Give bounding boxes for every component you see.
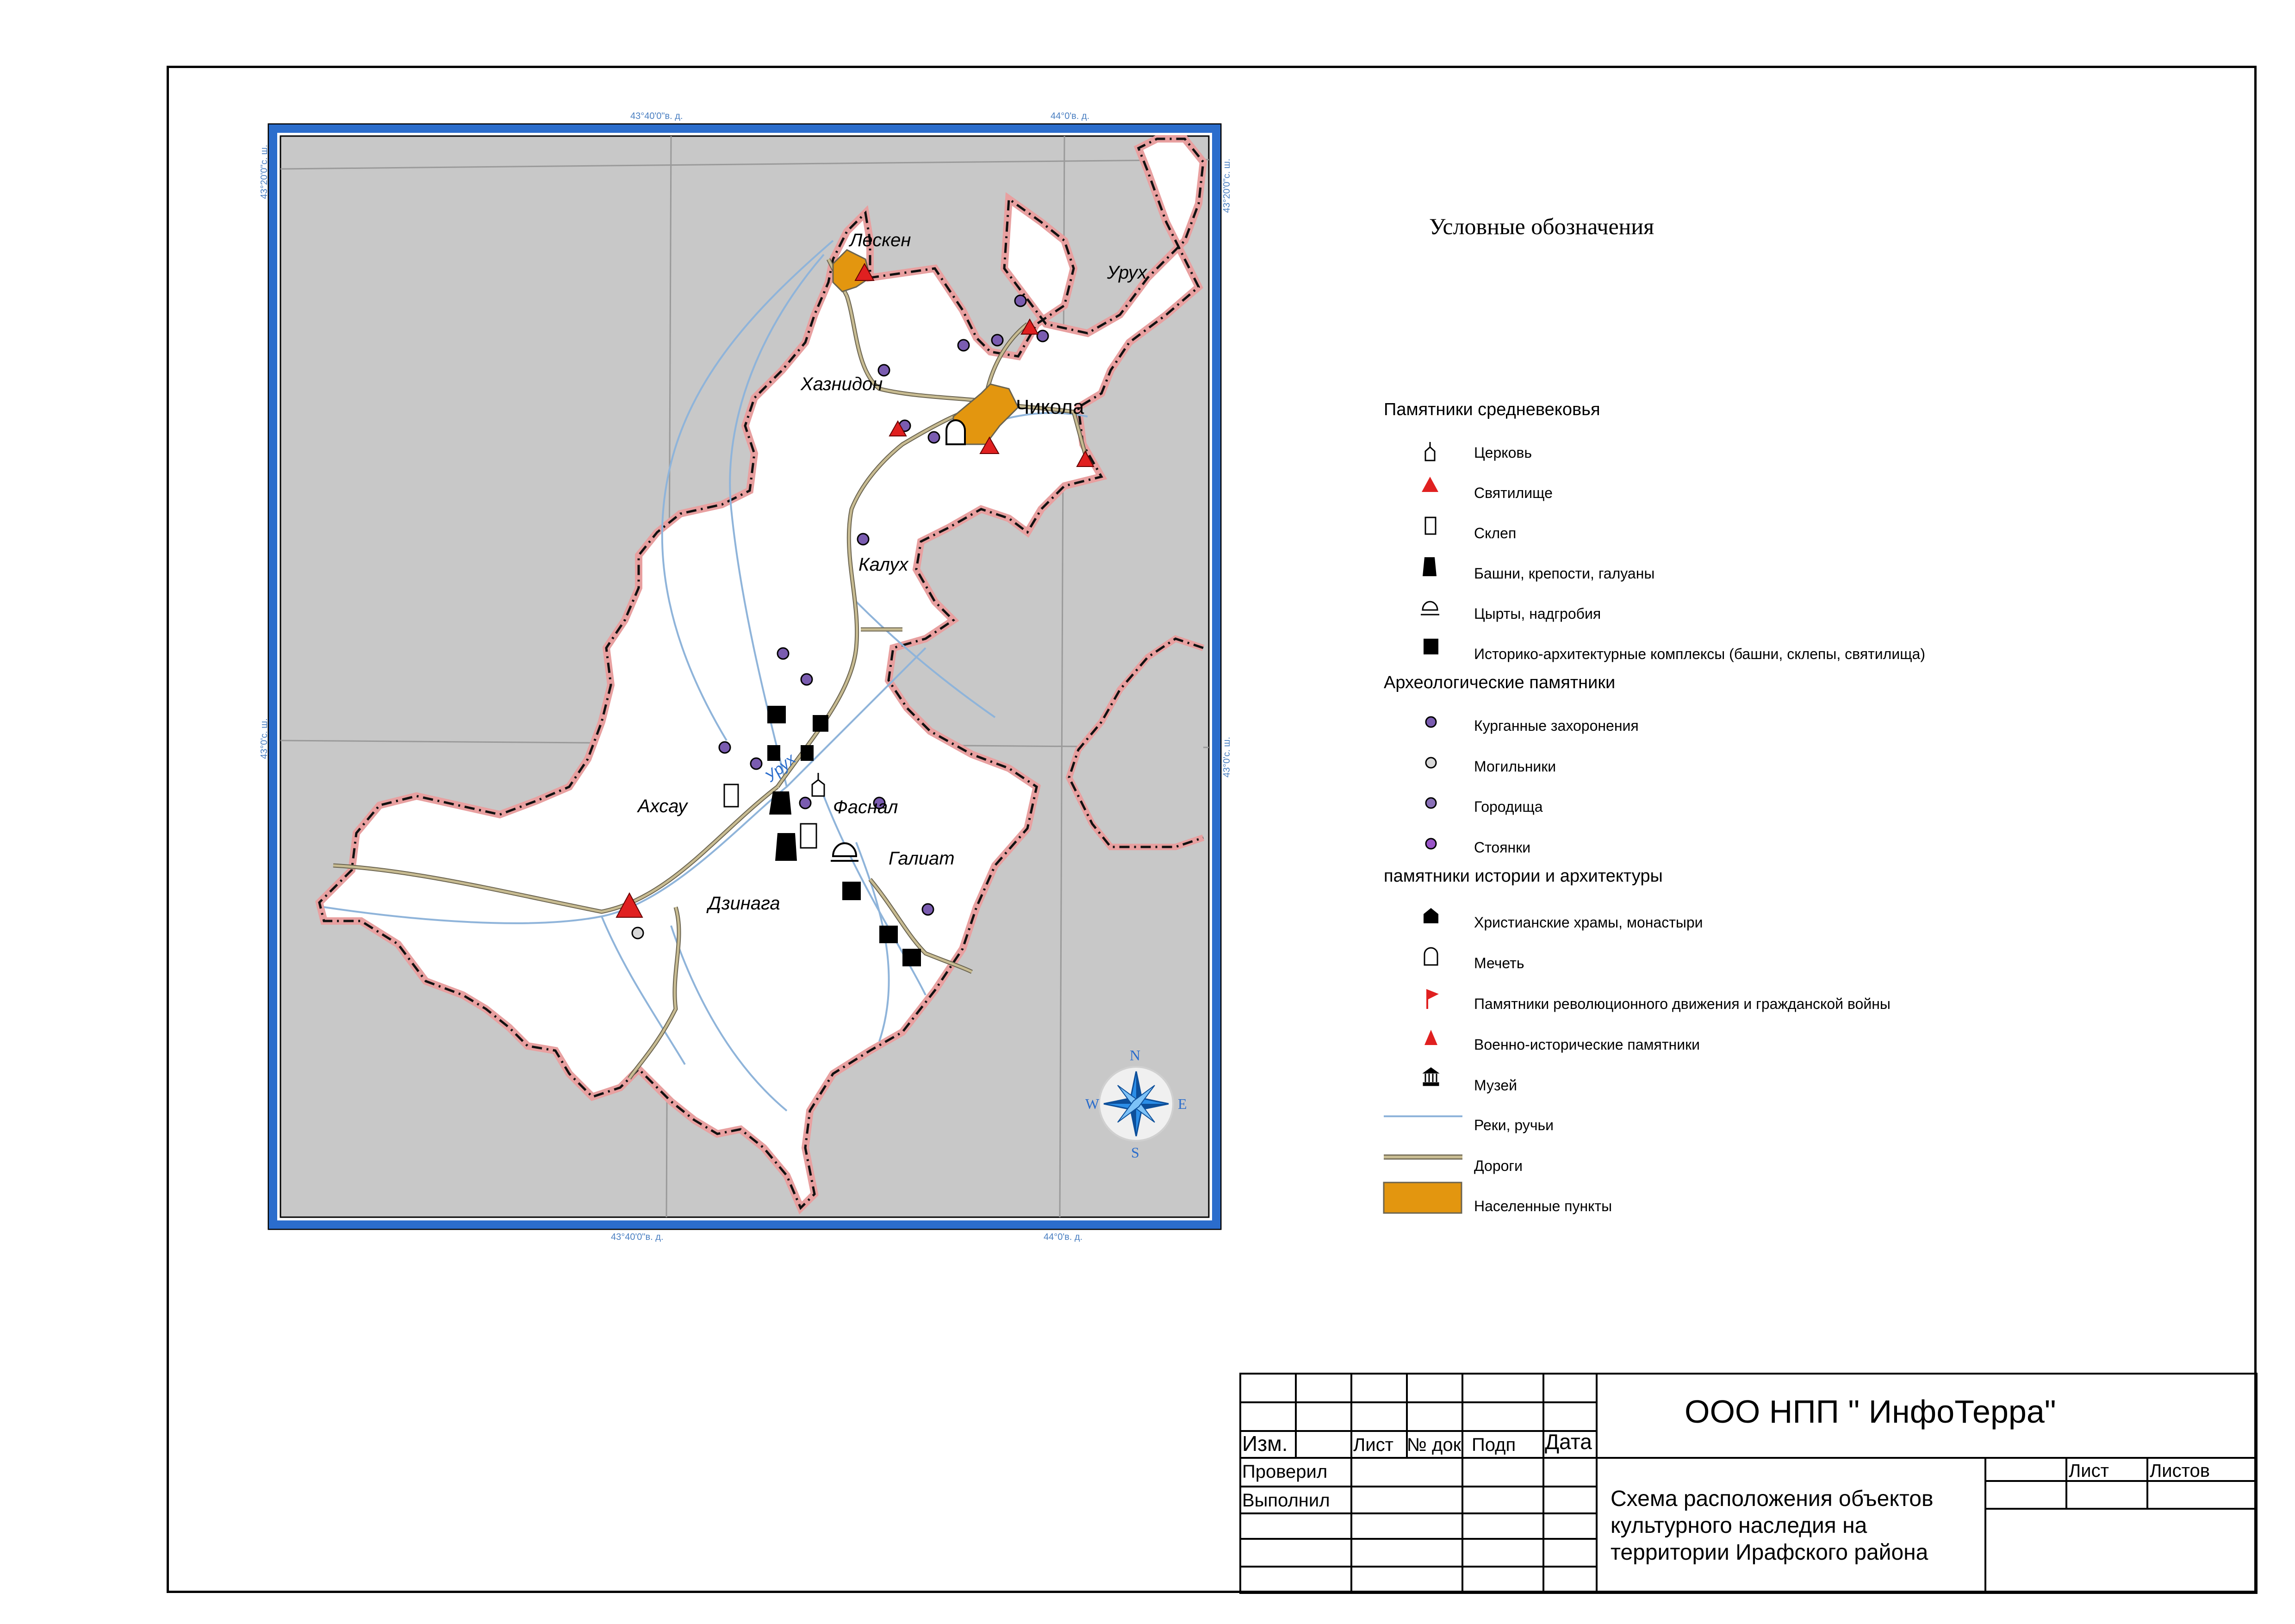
- title-block-grid: [1239, 1373, 2258, 1594]
- tower-symbols: [767, 706, 921, 966]
- church-symbol: [811, 773, 825, 797]
- coord-right-top: 43°20'0"с. ш.: [1222, 158, 1232, 213]
- district-area-east: [1069, 639, 1203, 847]
- burial-points: [631, 927, 644, 940]
- legend-item-temples: Христианские храмы, монастыри: [1474, 914, 1703, 931]
- coord-left-mid: 43°0'с. ш.: [259, 718, 269, 759]
- coord-bottom-right: 44°0'в. д.: [1044, 1232, 1083, 1242]
- sanctuary-symbols: [616, 262, 1095, 918]
- stamp-list: Лист: [1353, 1435, 1393, 1455]
- place-lesken: Лескен: [850, 230, 911, 250]
- legend-item-towers: Башни, крепости, галуаны: [1474, 565, 1655, 582]
- organization-name: ООО НПП " ИнфоТерра": [1685, 1394, 2056, 1430]
- legend-item-rivers: Реки, ручьи: [1474, 1117, 1554, 1133]
- legend-item-sanctuary: Святилище: [1474, 485, 1553, 501]
- compass-e: E: [1178, 1095, 1187, 1112]
- mosque-symbol: [945, 419, 966, 445]
- legend-item-church: Церковь: [1474, 444, 1532, 461]
- stamp-proveril: Проверил: [1242, 1462, 1328, 1482]
- legend-item-settlements-old: Городища: [1474, 798, 1543, 815]
- stamp-izm: Изм.: [1242, 1431, 1288, 1456]
- rivers: [323, 240, 1088, 1112]
- sheet-frame: [167, 66, 2257, 1593]
- place-urukh-ne: Урух: [1107, 262, 1147, 283]
- legend-group-history: памятники истории и архитектуры: [1384, 866, 1663, 886]
- coord-top-right: 44°0'в. д.: [1051, 111, 1090, 121]
- place-khaznidon: Хазнидон: [801, 374, 883, 394]
- map-frame-blue: [269, 124, 1220, 1229]
- place-fasnal: Фаснал: [833, 797, 898, 817]
- stamp-podp: Подп: [1472, 1435, 1516, 1455]
- coord-bottom-left: 43°40'0"в. д.: [611, 1232, 664, 1242]
- place-kalukh: Калух: [858, 554, 908, 575]
- coord-right-mid: 43°0'с. ш.: [1222, 737, 1232, 778]
- stamp-data: Дата: [1545, 1430, 1592, 1454]
- legend-item-burials: Могильники: [1474, 758, 1556, 775]
- legend-item-camps: Стоянки: [1474, 839, 1531, 856]
- legend-item-military: Военно-исторические памятники: [1474, 1036, 1700, 1053]
- sheet-title: Схема расположения объектов культурного …: [1611, 1487, 1934, 1565]
- legend-group-archaeology: Археологические памятники: [1384, 673, 1616, 692]
- compass-n: N: [1130, 1047, 1141, 1064]
- stamp-listov: Листов: [2150, 1461, 2210, 1481]
- place-akhsau: Ахсау: [638, 796, 688, 816]
- legend-group-medieval: Памятники средневековья: [1384, 400, 1600, 419]
- legend-item-inhabited: Населенные пункты: [1474, 1198, 1612, 1214]
- compass-w: W: [1085, 1095, 1100, 1112]
- legend-item-revolution: Памятники революционного движения и граж…: [1474, 996, 1891, 1012]
- legend-item-tsyrty: Цырты, надгробия: [1474, 605, 1601, 622]
- legend-item-complexes: Историко-архитектурные комплексы (башни,…: [1474, 646, 1925, 662]
- legend-item-roads: Дороги: [1474, 1157, 1523, 1174]
- coord-top-left: 43°40'0"в. д.: [630, 111, 683, 121]
- stamp-list2: Лист: [2069, 1461, 2109, 1481]
- coord-left-top: 43°20'0"с. ш.: [259, 144, 269, 199]
- compass-rose: [1098, 1066, 1174, 1142]
- settlement-lesken: [832, 249, 871, 292]
- legend-title: Условные обозначения: [1429, 213, 1654, 239]
- stamp-ndok: № док: [1407, 1435, 1462, 1455]
- legend-symbols: [1383, 442, 1462, 1214]
- place-galiat: Галиат: [889, 848, 955, 869]
- legend-item-mosque: Мечеть: [1474, 955, 1524, 971]
- legend-item-crypt: Склеп: [1474, 525, 1517, 541]
- stamp-vypolnil: Выполнил: [1242, 1490, 1330, 1511]
- legend-item-kurgans: Курганные захоронения: [1474, 717, 1639, 734]
- place-dzinaga: Дзинага: [708, 893, 780, 914]
- tsyrty-symbol: [831, 842, 858, 862]
- kurgan-points: [718, 294, 1049, 916]
- roads-inner: [333, 258, 1089, 1079]
- compass-s: S: [1131, 1144, 1139, 1161]
- legend-item-museum: Музей: [1474, 1077, 1517, 1094]
- place-chikola: Чикола: [1016, 396, 1084, 418]
- crypt-symbols: [723, 784, 817, 849]
